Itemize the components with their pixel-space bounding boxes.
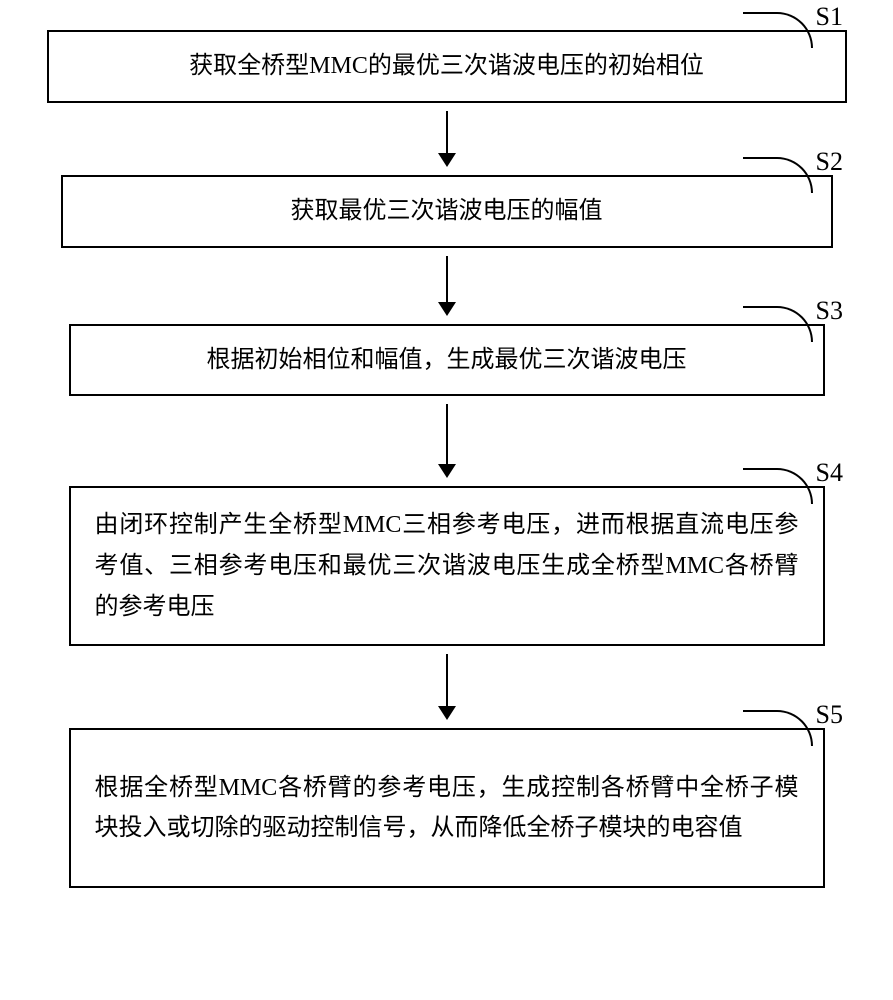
step-box-s5: 根据全桥型MMC各桥臂的参考电压，生成控制各桥臂中全桥子模块投入或切除的驱动控制…	[69, 728, 825, 888]
step-text-s5: 根据全桥型MMC各桥臂的参考电压，生成控制各桥臂中全桥子模块投入或切除的驱动控制…	[95, 768, 799, 850]
step-s2-wrapper: S2 获取最优三次谐波电压的幅值	[20, 175, 873, 248]
step-s3-wrapper: S3 根据初始相位和幅值，生成最优三次谐波电压	[20, 324, 873, 397]
label-arc-s2	[743, 157, 813, 193]
flowchart-container: S1 获取全桥型MMC的最优三次谐波电压的初始相位 S2 获取最优三次谐波电压的…	[20, 30, 873, 888]
step-label-s2: S2	[816, 147, 843, 177]
step-box-s2: 获取最优三次谐波电压的幅值	[61, 175, 833, 248]
step-s1-wrapper: S1 获取全桥型MMC的最优三次谐波电压的初始相位	[20, 30, 873, 103]
step-label-s1: S1	[816, 2, 843, 32]
step-s5-wrapper: S5 根据全桥型MMC各桥臂的参考电压，生成控制各桥臂中全桥子模块投入或切除的驱…	[20, 728, 873, 888]
arrow-s2-s3	[438, 256, 456, 316]
step-label-s3: S3	[816, 296, 843, 326]
step-box-s1: 获取全桥型MMC的最优三次谐波电压的初始相位	[47, 30, 847, 103]
step-text-s4: 由闭环控制产生全桥型MMC三相参考电压，进而根据直流电压参考值、三相参考电压和最…	[95, 505, 799, 627]
step-s4-wrapper: S4 由闭环控制产生全桥型MMC三相参考电压，进而根据直流电压参考值、三相参考电…	[20, 486, 873, 646]
arrow-line	[446, 404, 448, 464]
arrow-s1-s2	[438, 111, 456, 167]
label-arc-s5	[743, 710, 813, 746]
label-arc-s3	[743, 306, 813, 342]
arrow-line	[446, 256, 448, 302]
arrow-head	[438, 302, 456, 316]
step-label-s4: S4	[816, 458, 843, 488]
label-arc-s4	[743, 468, 813, 504]
arrow-line	[446, 111, 448, 153]
step-box-s4: 由闭环控制产生全桥型MMC三相参考电压，进而根据直流电压参考值、三相参考电压和最…	[69, 486, 825, 646]
label-arc-s1	[743, 12, 813, 48]
arrow-head	[438, 706, 456, 720]
arrow-head	[438, 464, 456, 478]
step-label-s5: S5	[816, 700, 843, 730]
arrow-s3-s4	[438, 404, 456, 478]
step-text-s3: 根据初始相位和幅值，生成最优三次谐波电压	[207, 340, 687, 381]
arrow-s4-s5	[438, 654, 456, 720]
step-text-s1: 获取全桥型MMC的最优三次谐波电压的初始相位	[189, 46, 704, 87]
step-text-s2: 获取最优三次谐波电压的幅值	[291, 191, 603, 232]
arrow-line	[446, 654, 448, 706]
arrow-head	[438, 153, 456, 167]
step-box-s3: 根据初始相位和幅值，生成最优三次谐波电压	[69, 324, 825, 397]
